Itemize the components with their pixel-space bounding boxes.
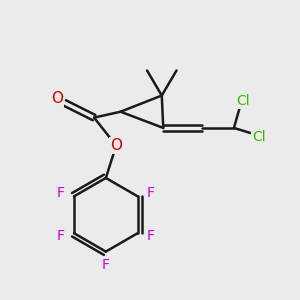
Text: O: O xyxy=(51,91,63,106)
Text: Cl: Cl xyxy=(252,130,266,144)
Text: Cl: Cl xyxy=(236,94,250,108)
Text: F: F xyxy=(57,186,65,200)
Text: O: O xyxy=(110,138,122,153)
Text: F: F xyxy=(147,186,155,200)
Text: F: F xyxy=(102,258,110,272)
Text: F: F xyxy=(57,229,65,243)
Text: F: F xyxy=(147,229,155,243)
